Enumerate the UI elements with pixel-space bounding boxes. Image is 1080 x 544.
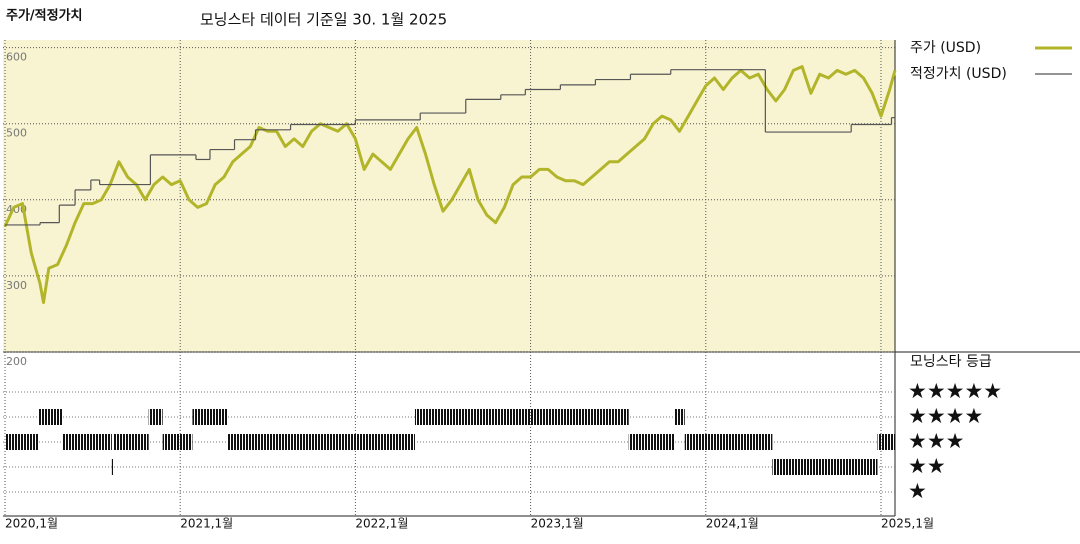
rating-legend: ★ [908,479,927,503]
price-line [3,65,897,304]
rating-legend: ★★★ [908,429,964,453]
x-tick-label: 2023,1월 [531,517,584,531]
chart-subtitle: 모닝스타 데이터 기준일 30. 1월 2025 [200,11,447,29]
ratings-title: 모닝스타 등급 [910,354,992,370]
rating-bar [162,434,193,450]
rating-bar [62,434,112,450]
rating-bar [684,434,773,450]
chart-title: 주가/적정가치 [6,8,83,24]
x-tick-label: 2021,1월 [180,517,233,531]
y-tick-label: 300 [6,279,27,292]
y-tick-label: 200 [6,355,27,368]
rating-bar [192,409,228,425]
y-tick-label: 600 [6,51,27,64]
rating-legend: ★★★★★ [908,379,1002,403]
rating-legend: ★★★★ [908,404,983,428]
rating-bar [5,434,39,450]
rating-bar [38,409,63,425]
legend-label: 적정가치 (USD) [910,66,1007,82]
y-tick-label: 500 [6,127,27,140]
rating-legend: ★★ [908,454,946,478]
rating-bar [227,434,415,450]
x-tick-label: 2025,1월 [881,517,934,531]
rating-bar [113,434,149,450]
legend-label: 주가 (USD) [910,40,981,56]
rating-bar [674,409,685,425]
rating-bar [877,434,895,450]
x-tick-label: 2022,1월 [355,517,408,531]
rating-bar [414,409,629,425]
rating-bar [148,409,163,425]
rating-bar [628,434,675,450]
plot-background [3,40,895,352]
rating-bar [111,459,114,475]
rating-bar [772,459,878,475]
x-tick-label: 2020,1월 [5,517,58,531]
x-tick-label: 2024,1월 [706,517,759,531]
